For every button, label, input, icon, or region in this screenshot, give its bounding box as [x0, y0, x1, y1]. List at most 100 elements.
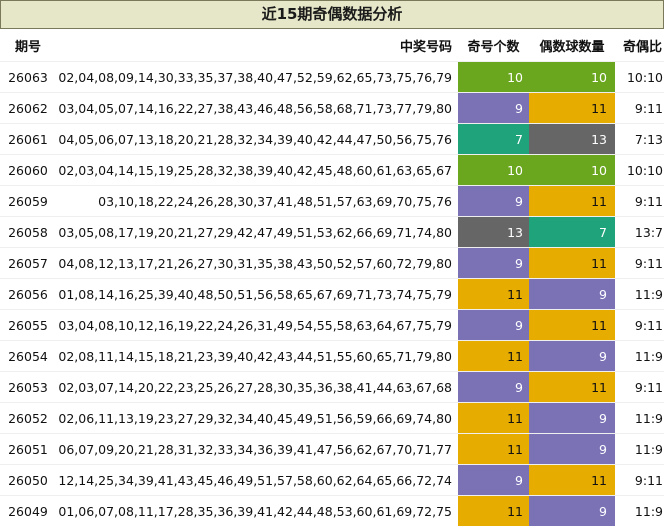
winning-numbers-cell: 02,04,08,09,14,30,33,35,37,38,40,47,52,5…	[56, 62, 458, 93]
period-cell: 26062	[0, 93, 56, 124]
period-cell: 26057	[0, 248, 56, 279]
winning-numbers-cell: 02,08,11,14,15,18,21,23,39,40,42,43,44,5…	[56, 341, 458, 372]
odd-count-cell: 11	[458, 496, 529, 526]
table-title: 近15期奇偶数据分析	[0, 0, 664, 29]
period-cell: 26063	[0, 62, 56, 93]
odd-count-cell: 11	[458, 341, 529, 372]
even-count-cell: 11	[529, 372, 615, 403]
ratio-cell: 13:7	[615, 217, 664, 248]
even-count-cell: 7	[529, 217, 615, 248]
ratio-cell: 9:11	[615, 465, 664, 496]
winning-numbers-cell: 01,06,07,08,11,17,28,35,36,39,41,42,44,4…	[56, 496, 458, 526]
odd-count-cell: 9	[458, 372, 529, 403]
winning-numbers-cell: 04,08,12,13,17,21,26,27,30,31,35,38,43,5…	[56, 248, 458, 279]
ratio-cell: 10:10	[615, 62, 664, 93]
even-count-cell: 9	[529, 279, 615, 310]
winning-numbers-cell: 03,10,18,22,24,26,28,30,37,41,48,51,57,6…	[56, 186, 458, 217]
even-count-cell: 11	[529, 93, 615, 124]
even-count-cell: 11	[529, 310, 615, 341]
period-cell: 26054	[0, 341, 56, 372]
odd-count-cell: 10	[458, 155, 529, 186]
winning-numbers-cell: 02,06,11,13,19,23,27,29,32,34,40,45,49,5…	[56, 403, 458, 434]
even-count-cell: 13	[529, 124, 615, 155]
header-ratio: 奇偶比	[615, 29, 664, 62]
even-count-cell: 9	[529, 341, 615, 372]
period-cell: 26049	[0, 496, 56, 526]
winning-numbers-cell: 06,07,09,20,21,28,31,32,33,34,36,39,41,4…	[56, 434, 458, 465]
ratio-cell: 11:9	[615, 434, 664, 465]
even-count-cell: 9	[529, 403, 615, 434]
ratio-cell: 9:11	[615, 93, 664, 124]
odd-count-cell: 9	[458, 186, 529, 217]
period-cell: 26052	[0, 403, 56, 434]
ratio-cell: 9:11	[615, 310, 664, 341]
odd-count-cell: 9	[458, 465, 529, 496]
even-count-cell: 10	[529, 62, 615, 93]
ratio-cell: 11:9	[615, 279, 664, 310]
winning-numbers-cell: 03,04,08,10,12,16,19,22,24,26,31,49,54,5…	[56, 310, 458, 341]
period-cell: 26051	[0, 434, 56, 465]
odd-count-cell: 11	[458, 434, 529, 465]
period-cell: 26058	[0, 217, 56, 248]
even-count-cell: 9	[529, 434, 615, 465]
header-odd-count: 奇号个数	[458, 29, 529, 62]
header-even-count: 偶数球数量	[529, 29, 615, 62]
period-cell: 26050	[0, 465, 56, 496]
even-count-cell: 11	[529, 186, 615, 217]
period-cell: 26060	[0, 155, 56, 186]
winning-numbers-cell: 03,05,08,17,19,20,21,27,29,42,47,49,51,5…	[56, 217, 458, 248]
winning-numbers-cell: 02,03,07,14,20,22,23,25,26,27,28,30,35,3…	[56, 372, 458, 403]
odd-count-cell: 10	[458, 62, 529, 93]
winning-numbers-cell: 12,14,25,34,39,41,43,45,46,49,51,57,58,6…	[56, 465, 458, 496]
period-cell: 26059	[0, 186, 56, 217]
ratio-cell: 11:9	[615, 496, 664, 526]
even-count-cell: 11	[529, 465, 615, 496]
odd-count-cell: 11	[458, 279, 529, 310]
ratio-cell: 9:11	[615, 186, 664, 217]
period-cell: 26055	[0, 310, 56, 341]
period-cell: 26056	[0, 279, 56, 310]
ratio-cell: 7:13	[615, 124, 664, 155]
ratio-cell: 11:9	[615, 403, 664, 434]
table-header-row: 期号 中奖号码 奇号个数 偶数球数量 奇偶比	[0, 29, 664, 62]
ratio-cell: 10:10	[615, 155, 664, 186]
winning-numbers-cell: 01,08,14,16,25,39,40,48,50,51,56,58,65,6…	[56, 279, 458, 310]
odd-count-cell: 7	[458, 124, 529, 155]
odd-count-cell: 13	[458, 217, 529, 248]
ratio-cell: 9:11	[615, 372, 664, 403]
ratio-cell: 11:9	[615, 341, 664, 372]
winning-numbers-cell: 04,05,06,07,13,18,20,21,28,32,34,39,40,4…	[56, 124, 458, 155]
even-count-cell: 10	[529, 155, 615, 186]
odd-count-cell: 9	[458, 93, 529, 124]
period-cell: 26053	[0, 372, 56, 403]
even-count-cell: 9	[529, 496, 615, 526]
odd-count-cell: 11	[458, 403, 529, 434]
winning-numbers-cell: 03,04,05,07,14,16,22,27,38,43,46,48,56,5…	[56, 93, 458, 124]
winning-numbers-cell: 02,03,04,14,15,19,25,28,32,38,39,40,42,4…	[56, 155, 458, 186]
header-numbers: 中奖号码	[56, 29, 458, 62]
odd-count-cell: 9	[458, 248, 529, 279]
even-count-cell: 11	[529, 248, 615, 279]
ratio-cell: 9:11	[615, 248, 664, 279]
header-period: 期号	[0, 29, 56, 62]
odd-count-cell: 9	[458, 310, 529, 341]
period-cell: 26061	[0, 124, 56, 155]
